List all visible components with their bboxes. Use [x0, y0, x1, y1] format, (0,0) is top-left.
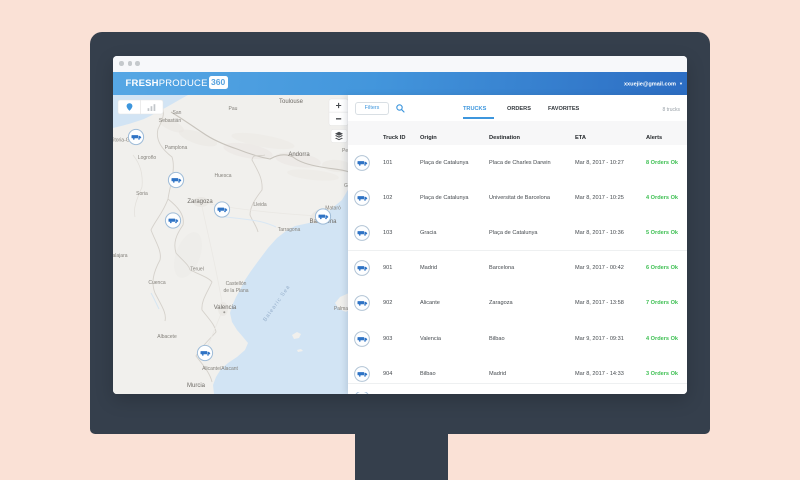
svg-text:Huesca: Huesca	[215, 173, 232, 179]
svg-text:Murcia: Murcia	[187, 383, 206, 389]
svg-text:Valencia: Valencia	[214, 305, 237, 311]
svg-text:Toulouse: Toulouse	[279, 99, 304, 105]
svg-text:Alicante/Alacant: Alicante/Alacant	[202, 366, 238, 372]
svg-text:Tarragona: Tarragona	[278, 227, 301, 233]
svg-text:San: San	[173, 110, 182, 116]
svg-text:Albacete: Albacete	[157, 334, 177, 340]
svg-text:Perpignan: Perpignan	[342, 148, 349, 154]
svg-text:de la Plana: de la Plana	[223, 288, 248, 294]
svg-text:Vitoria-Gast: Vitoria-Gast	[113, 137, 137, 143]
svg-text:Cuenca: Cuenca	[148, 280, 165, 286]
svg-text:alajara: alajara	[113, 253, 128, 259]
svg-text:Palma: Palma	[334, 306, 348, 312]
svg-text:Mataró: Mataró	[325, 205, 341, 211]
svg-text:Castellón: Castellón	[226, 281, 247, 287]
svg-text:Pamplona: Pamplona	[165, 145, 188, 151]
svg-text:Girona: Girona	[344, 183, 349, 189]
svg-text:Logroño: Logroño	[138, 155, 157, 161]
svg-text:Zaragoza: Zaragoza	[187, 199, 213, 205]
svg-text:Lleida: Lleida	[253, 202, 267, 208]
svg-text:Sebastián: Sebastián	[159, 118, 181, 124]
svg-text:Andorra: Andorra	[288, 152, 310, 158]
svg-text:Teruel: Teruel	[190, 266, 204, 272]
svg-text:Soria: Soria	[136, 191, 148, 197]
svg-text:Pau: Pau	[229, 106, 238, 112]
